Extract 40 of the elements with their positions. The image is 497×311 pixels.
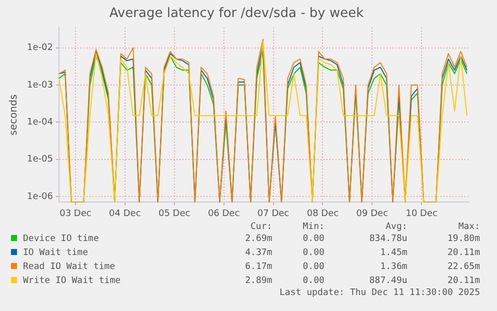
legend-label: Device IO time: [22, 233, 100, 246]
y-tick-label: 1e-06: [26, 192, 54, 202]
text: Last update: Thu Dec 11 11:30:00 2025: [278, 288, 480, 298]
x-tick-label: 07 Dec: [257, 208, 290, 219]
x-tick-label: 06 Dec: [208, 208, 240, 219]
text: 0.00: [302, 247, 324, 260]
text: 6.17m: [244, 261, 272, 274]
y-tick-label: 1e-02: [26, 43, 53, 54]
text: 834.78u: [368, 233, 408, 246]
text: 2.69m: [244, 233, 272, 246]
text: 1.36m: [379, 261, 408, 274]
x-tick-label: 10 Dec: [406, 208, 438, 219]
text: Max:: [457, 222, 480, 232]
y-tick-label: 1e-03: [26, 80, 53, 90]
x-tick-label: 09 Dec: [356, 208, 388, 219]
y-axis-title: seconds: [8, 94, 20, 136]
legend-label: Read IO Wait time: [22, 261, 116, 274]
x-tick-label: 08 Dec: [306, 208, 339, 219]
y-tick-label: 1e-04: [26, 117, 54, 128]
text: 20.11m: [446, 247, 480, 260]
text: 19.80m: [446, 233, 480, 246]
y-tick-label: 1e-05: [26, 154, 53, 165]
text: 4.37m: [244, 247, 272, 260]
text: 887.49u: [368, 275, 408, 288]
x-tick-label: 03 Dec: [60, 208, 92, 219]
text: 0.00: [302, 233, 324, 246]
text: Cur:: [250, 222, 272, 232]
text: 0.00: [302, 275, 324, 288]
chart-title: Average latency for /dev/sda - by week: [109, 6, 364, 22]
x-tick-label: 05 Dec: [158, 208, 190, 219]
text: 20.11m: [446, 275, 480, 288]
legend-label: IO Wait time: [22, 247, 90, 260]
text: 0.00: [302, 261, 324, 274]
text: Min:: [302, 222, 324, 232]
legend-label: Write IO Wait time: [22, 275, 122, 288]
x-tick-label: 04 Dec: [109, 208, 141, 219]
text: 22.65m: [446, 261, 480, 274]
text: 2.89m: [244, 275, 272, 288]
text: 1.45m: [379, 247, 408, 260]
text: Avg:: [384, 222, 408, 232]
